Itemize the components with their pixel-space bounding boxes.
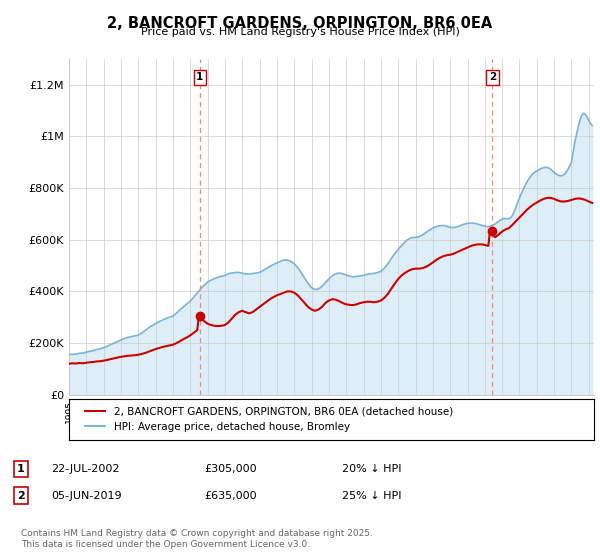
Text: 2: 2 <box>488 72 496 82</box>
Text: 1: 1 <box>196 72 203 82</box>
Legend: 2, BANCROFT GARDENS, ORPINGTON, BR6 0EA (detached house), HPI: Average price, de: 2, BANCROFT GARDENS, ORPINGTON, BR6 0EA … <box>79 402 458 437</box>
Text: 2, BANCROFT GARDENS, ORPINGTON, BR6 0EA: 2, BANCROFT GARDENS, ORPINGTON, BR6 0EA <box>107 16 493 31</box>
Text: Contains HM Land Registry data © Crown copyright and database right 2025.
This d: Contains HM Land Registry data © Crown c… <box>21 529 373 549</box>
Text: Price paid vs. HM Land Registry's House Price Index (HPI): Price paid vs. HM Land Registry's House … <box>140 27 460 37</box>
Text: £635,000: £635,000 <box>204 491 257 501</box>
Text: £305,000: £305,000 <box>204 464 257 474</box>
Text: 1: 1 <box>17 464 25 474</box>
Text: 20% ↓ HPI: 20% ↓ HPI <box>342 464 401 474</box>
Text: 25% ↓ HPI: 25% ↓ HPI <box>342 491 401 501</box>
Text: 22-JUL-2002: 22-JUL-2002 <box>51 464 119 474</box>
Text: 05-JUN-2019: 05-JUN-2019 <box>51 491 122 501</box>
Text: 2: 2 <box>17 491 25 501</box>
